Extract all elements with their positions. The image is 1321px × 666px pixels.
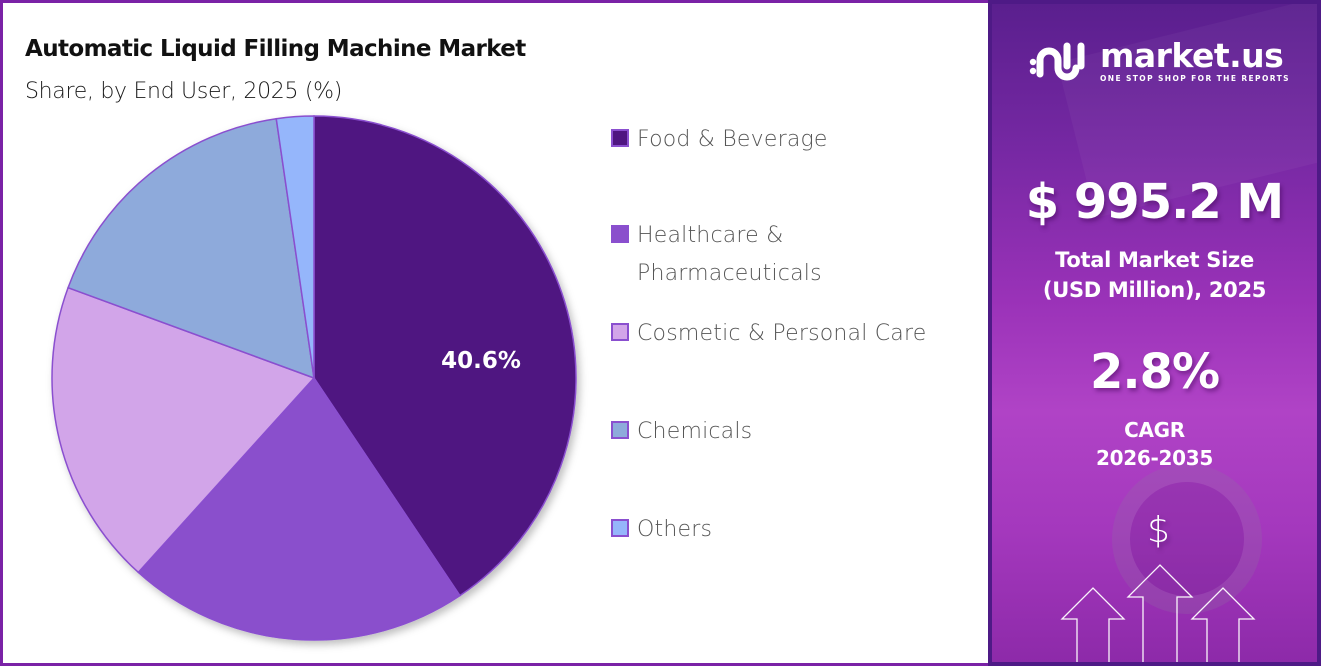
cagr-caption: CAGR 2026-2035 bbox=[992, 416, 1317, 472]
legend-label-line2: Pharmaceuticals bbox=[637, 261, 822, 286]
chart-title: Automatic Liquid Filling Machine Market bbox=[25, 36, 526, 62]
pie-chart: 40.6% bbox=[43, 107, 588, 652]
pie-slice-others[interactable] bbox=[275, 115, 315, 379]
market-size-value: $ 995.2 M bbox=[1025, 174, 1284, 230]
legend-item-others[interactable]: Others bbox=[611, 511, 712, 549]
chart-subtitle: Share, by End User, 2025 (%) bbox=[25, 79, 343, 104]
up-arrow-icon bbox=[1126, 564, 1194, 662]
legend-swatch-icon bbox=[611, 519, 629, 537]
summary-sidebar: market.us ONE STOP SHOP FOR THE REPORTS … bbox=[988, 0, 1321, 666]
chart-panel: Automatic Liquid Filling Machine Market … bbox=[0, 0, 988, 666]
growth-arrows bbox=[1060, 564, 1256, 662]
up-arrow-icon bbox=[1190, 587, 1256, 662]
legend-item-healthcare-pharmaceuticals[interactable]: Healthcare & Pharmaceuticals bbox=[611, 217, 822, 293]
brand-logo[interactable]: market.us ONE STOP SHOP FOR THE REPORTS bbox=[1028, 38, 1290, 84]
cagr-caption-line1: CAGR bbox=[1124, 418, 1185, 442]
legend-swatch-icon bbox=[611, 421, 629, 439]
legend-swatch-icon bbox=[611, 225, 629, 243]
pie-chart-svg: 40.6% bbox=[51, 115, 577, 641]
pie-slice-chemicals[interactable] bbox=[67, 117, 315, 380]
brand-name: market.us bbox=[1100, 36, 1284, 75]
legend-swatch-icon bbox=[611, 323, 629, 341]
legend-label: Others bbox=[637, 517, 713, 542]
market-size-caption: Total Market Size (USD Million), 2025 bbox=[992, 245, 1317, 305]
brand-tagline: ONE STOP SHOP FOR THE REPORTS bbox=[1100, 74, 1290, 83]
legend-label: Food & Beverage bbox=[637, 127, 828, 152]
up-arrow-icon bbox=[1060, 587, 1126, 662]
market-size-caption-line1: Total Market Size bbox=[1055, 248, 1254, 272]
legend-swatch-icon bbox=[611, 129, 629, 147]
legend-label-line1: Healthcare & bbox=[637, 223, 784, 248]
legend-item-food-beverage[interactable]: Food & Beverage bbox=[611, 121, 828, 159]
market-us-logo-icon bbox=[1029, 42, 1085, 81]
legend-item-chemicals[interactable]: Chemicals bbox=[611, 413, 752, 451]
pie-slice-food-beverage[interactable] bbox=[313, 115, 577, 597]
cagr-value: 2.8% bbox=[1089, 344, 1220, 400]
pie-slice-label: 40.6% bbox=[441, 348, 521, 374]
pie-slice-cosmetic-personal-care[interactable] bbox=[51, 286, 316, 574]
cagr-caption-line2: 2026-2035 bbox=[1096, 446, 1213, 470]
pie-slice-healthcare-pharmaceuticals[interactable] bbox=[137, 376, 461, 641]
legend-item-cosmetic-personal-care[interactable]: Cosmetic & Personal Care bbox=[611, 315, 926, 353]
legend-label: Cosmetic & Personal Care bbox=[637, 321, 927, 346]
legend-label: Chemicals bbox=[637, 419, 753, 444]
market-size-caption-line2: (USD Million), 2025 bbox=[1042, 278, 1267, 302]
legend-label: Healthcare & Pharmaceuticals bbox=[637, 217, 822, 293]
dollar-icon: $ bbox=[1147, 510, 1170, 551]
